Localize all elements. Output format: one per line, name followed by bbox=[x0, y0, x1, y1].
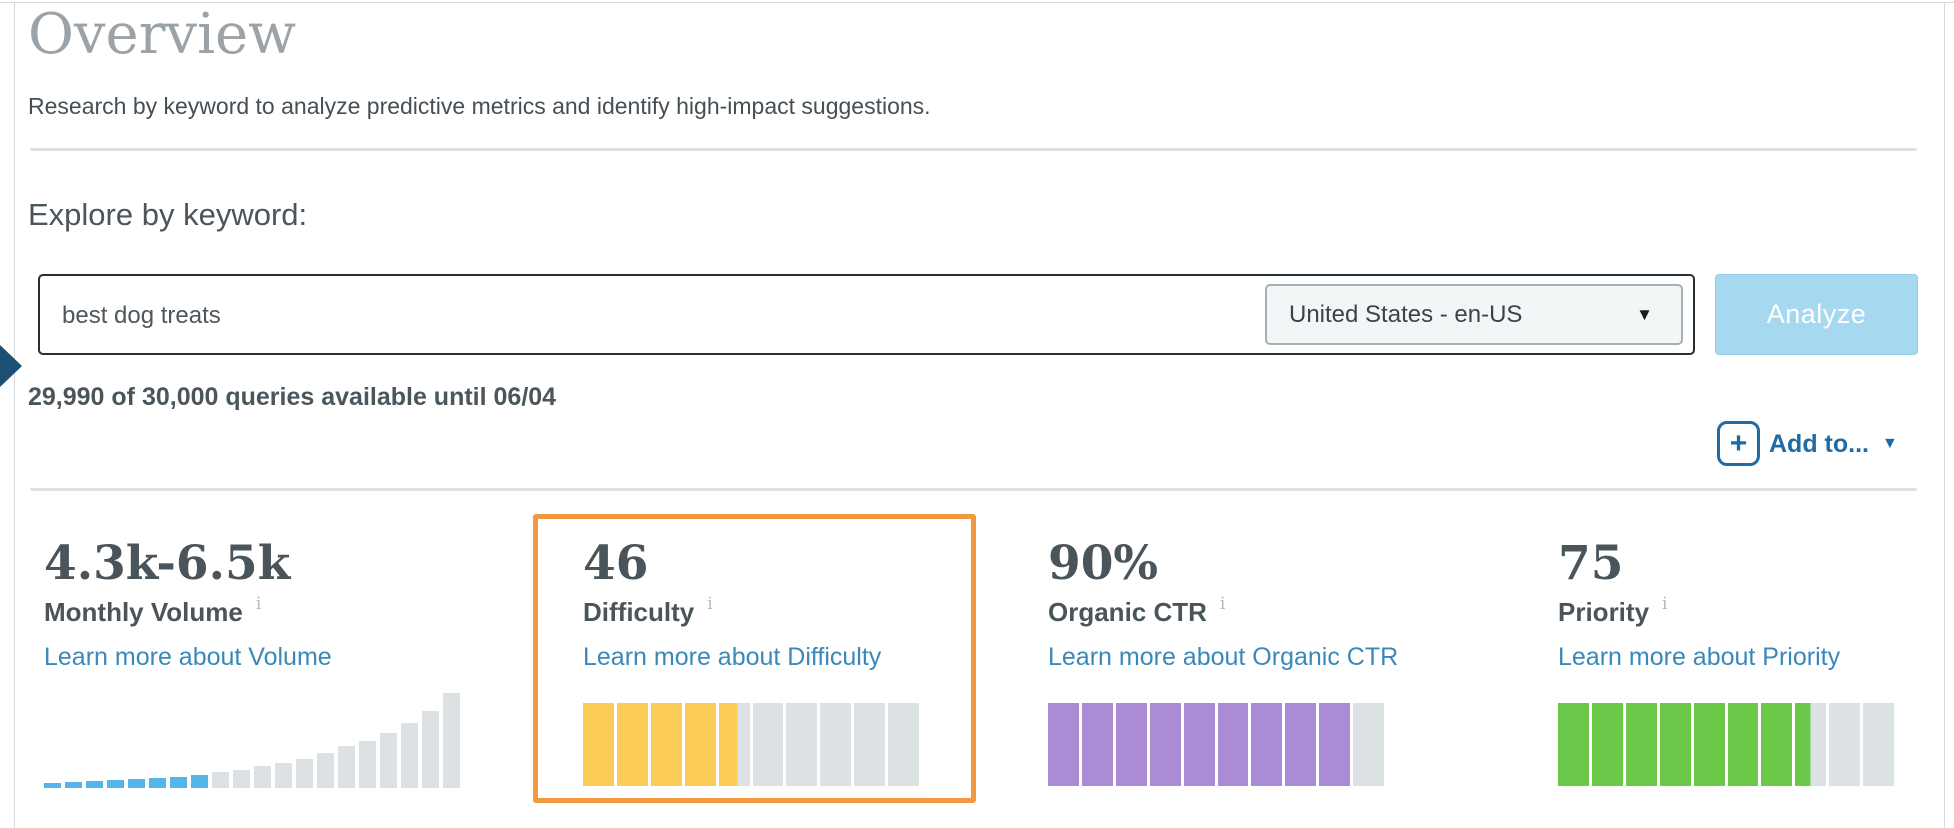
meter-segment bbox=[1591, 703, 1623, 786]
metric-label: Monthly Volume bbox=[44, 597, 243, 627]
learn-more-volume-link[interactable]: Learn more about Volume bbox=[44, 643, 332, 671]
difficulty-meter bbox=[583, 703, 920, 786]
meter-segment bbox=[1829, 703, 1861, 786]
add-to-caret-icon[interactable]: ▼ bbox=[1882, 435, 1898, 452]
histogram-bar bbox=[170, 777, 187, 788]
histogram-bar bbox=[317, 753, 334, 788]
meter-segment bbox=[1251, 703, 1283, 786]
meter-segment bbox=[1795, 703, 1827, 786]
page-subtitle: Research by keyword to analyze predictiv… bbox=[28, 93, 931, 119]
meter-segment bbox=[1285, 703, 1317, 786]
add-to-plus-icon[interactable]: + bbox=[1717, 421, 1760, 466]
meter-segment bbox=[616, 703, 648, 786]
histogram-bar bbox=[233, 770, 250, 788]
explore-heading: Explore by keyword: bbox=[28, 197, 308, 232]
meter-segment bbox=[1183, 703, 1215, 786]
meter-segment bbox=[1081, 703, 1113, 786]
keyword-search-box: United States - en-US ▼ bbox=[38, 274, 1695, 355]
meter-segment bbox=[1149, 703, 1181, 786]
meter-segment bbox=[1353, 703, 1385, 786]
frame-left-line bbox=[14, 2, 15, 828]
histogram-bar bbox=[128, 779, 145, 788]
locale-dropdown-value: United States - en-US bbox=[1289, 300, 1523, 328]
volume-histogram bbox=[44, 693, 460, 788]
meter-segment bbox=[1727, 703, 1759, 786]
metric-value: 46 bbox=[583, 536, 649, 591]
locale-dropdown-caret-icon: ▼ bbox=[1636, 304, 1653, 324]
frame-top-line bbox=[0, 2, 1954, 3]
histogram-bar bbox=[380, 733, 397, 788]
histogram-bar bbox=[107, 780, 124, 788]
info-icon[interactable]: i bbox=[1662, 594, 1668, 614]
info-icon[interactable]: i bbox=[707, 594, 713, 614]
meter-segment bbox=[1659, 703, 1691, 786]
histogram-bar bbox=[443, 693, 460, 788]
metric-value: 4.3k-6.5k bbox=[44, 536, 291, 591]
histogram-bar bbox=[86, 781, 103, 788]
histogram-bar bbox=[422, 711, 439, 788]
meter-segment bbox=[888, 703, 920, 786]
meter-segment bbox=[684, 703, 716, 786]
histogram-bar bbox=[338, 746, 355, 788]
meter-segment bbox=[1319, 703, 1351, 786]
meter-segment bbox=[1048, 703, 1079, 786]
meter-segment bbox=[1693, 703, 1725, 786]
add-to-button[interactable]: Add to... bbox=[1769, 430, 1869, 458]
histogram-bar bbox=[44, 783, 61, 788]
meter-segment bbox=[1217, 703, 1249, 786]
metric-label: Difficulty bbox=[583, 597, 695, 627]
keyword-search-input[interactable] bbox=[60, 276, 1214, 355]
meter-segment bbox=[583, 703, 614, 786]
difficulty-card-highlight bbox=[533, 514, 976, 803]
meter-segment bbox=[1863, 703, 1895, 786]
meter-segment bbox=[752, 703, 784, 786]
sidebar-expand-arrow-icon[interactable] bbox=[0, 345, 22, 387]
meter-segment bbox=[854, 703, 886, 786]
learn-more-difficulty-link[interactable]: Learn more about Difficulty bbox=[583, 643, 882, 671]
info-icon[interactable]: i bbox=[1219, 594, 1226, 614]
meter-segment bbox=[1625, 703, 1657, 786]
learn-more-organic-ctr-link[interactable]: Learn more about Organic CTR bbox=[1048, 643, 1399, 671]
metric-label: Priority bbox=[1558, 597, 1650, 627]
metrics-divider bbox=[30, 488, 1917, 491]
header-divider bbox=[30, 148, 1917, 151]
metric-value: 75 bbox=[1558, 536, 1624, 591]
meter-segment bbox=[820, 703, 852, 786]
frame-right-line bbox=[1944, 2, 1945, 828]
meter-segment bbox=[718, 703, 750, 786]
info-icon[interactable]: i bbox=[255, 594, 262, 614]
meter-segment bbox=[786, 703, 818, 786]
meter-segment bbox=[1558, 703, 1589, 786]
histogram-bar bbox=[191, 775, 208, 788]
meter-segment bbox=[650, 703, 682, 786]
analyze-button[interactable]: Analyze bbox=[1715, 274, 1918, 355]
histogram-bar bbox=[254, 766, 271, 788]
histogram-bar bbox=[401, 723, 418, 788]
page-title: Overview bbox=[28, 2, 297, 67]
histogram-bar bbox=[296, 759, 313, 788]
histogram-bar bbox=[149, 778, 166, 788]
learn-more-priority-link[interactable]: Learn more about Priority bbox=[1558, 643, 1841, 671]
query-quota-text: 29,990 of 30,000 queries available until… bbox=[28, 383, 557, 411]
histogram-bar bbox=[65, 782, 82, 788]
priority-meter bbox=[1558, 703, 1895, 786]
histogram-bar bbox=[212, 772, 229, 788]
metric-label: Organic CTR bbox=[1048, 597, 1207, 627]
organic-ctr-meter bbox=[1048, 703, 1385, 786]
histogram-bar bbox=[359, 741, 376, 788]
histogram-bar bbox=[275, 763, 292, 788]
meter-segment bbox=[1761, 703, 1793, 786]
meter-segment bbox=[1115, 703, 1147, 786]
locale-dropdown[interactable]: United States - en-US ▼ bbox=[1265, 284, 1683, 345]
metric-value: 90% bbox=[1048, 536, 1159, 591]
